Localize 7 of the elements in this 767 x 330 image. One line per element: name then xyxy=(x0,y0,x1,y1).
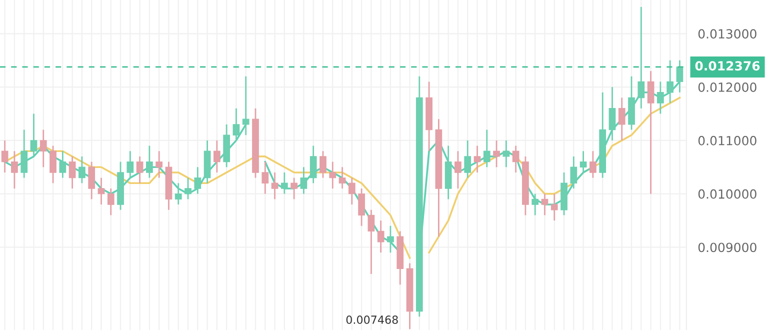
ref-line-label: 0.012376 xyxy=(695,61,760,71)
y-tick-label: 0.009000 xyxy=(698,242,756,252)
y-tick-label: 0.012000 xyxy=(698,82,756,92)
y-tick-label: 0.011000 xyxy=(698,136,756,146)
y-tick-label: 0.010000 xyxy=(698,189,756,199)
annotation: 0.007468 xyxy=(346,316,398,324)
y-tick-label: 0.013000 xyxy=(698,29,756,39)
